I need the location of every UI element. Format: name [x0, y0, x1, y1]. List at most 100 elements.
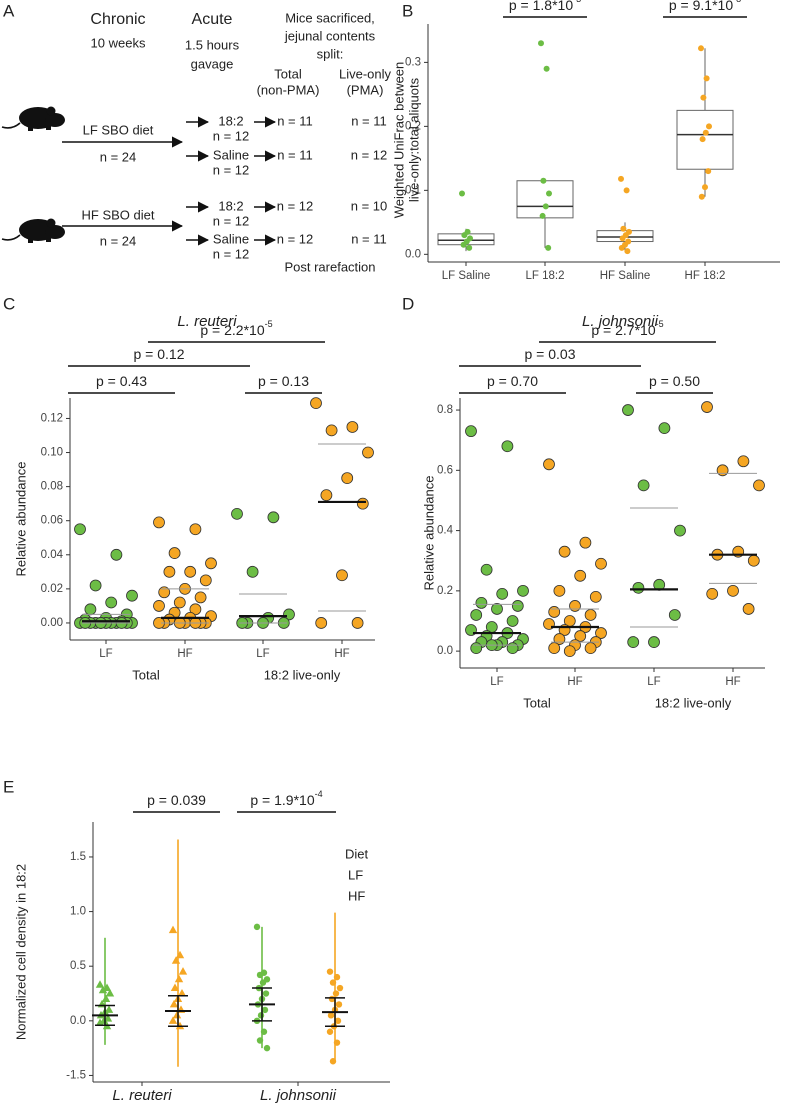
p-value: p = 0.12	[134, 346, 185, 362]
legend-title: Diet	[345, 846, 369, 861]
p-value: p = 0.70	[487, 373, 538, 389]
point	[548, 642, 561, 655]
point	[362, 446, 374, 459]
point	[173, 596, 186, 609]
point	[589, 590, 602, 603]
point	[158, 586, 171, 599]
point	[543, 458, 555, 471]
column-header: Total	[274, 66, 302, 81]
p-value-text: p = 0.43	[96, 373, 147, 389]
point	[334, 1017, 342, 1025]
point	[706, 587, 719, 600]
point	[320, 489, 333, 502]
header-sub: 10 weeks	[91, 35, 146, 50]
point	[189, 523, 202, 536]
y-tick-label: 0.02	[41, 583, 63, 595]
point	[110, 548, 123, 561]
header-sub: gavage	[191, 56, 234, 71]
diet-label: LF SBO diet	[83, 122, 154, 137]
y-tick-label: 0.2	[437, 585, 453, 597]
y-tick-label: 0.06	[41, 515, 63, 527]
y-tick-label: 0.1	[405, 184, 421, 196]
point	[627, 636, 640, 648]
p-value: p = 9.1*10-8	[669, 0, 741, 13]
p-value: p = 0.039	[147, 792, 206, 808]
point	[177, 989, 187, 997]
point	[658, 422, 671, 435]
point	[465, 425, 477, 438]
header: Chronic	[90, 11, 145, 28]
point	[84, 603, 97, 616]
point	[256, 1037, 264, 1044]
point	[178, 967, 188, 975]
live-n: n = 11	[351, 113, 387, 128]
column-header: (non-PMA)	[257, 82, 320, 97]
point	[262, 990, 270, 997]
point	[256, 971, 264, 979]
point	[698, 193, 705, 200]
point	[546, 190, 552, 197]
point	[74, 523, 86, 536]
point	[470, 642, 483, 655]
live-n: n = 11	[351, 231, 387, 246]
point	[703, 75, 710, 82]
y-tick-label: 0.08	[41, 481, 63, 493]
point	[618, 175, 624, 182]
p-value-text: p = 2.7*10	[591, 322, 655, 338]
point	[168, 925, 178, 934]
point	[89, 579, 102, 592]
p-value: p = 0.13	[258, 373, 309, 389]
point	[205, 557, 217, 570]
point	[310, 397, 322, 410]
arm-n: n = 12	[213, 246, 250, 261]
point	[619, 235, 626, 242]
group-label: Total	[523, 695, 551, 710]
point	[336, 569, 348, 582]
point	[356, 497, 369, 510]
point	[267, 511, 280, 524]
point	[517, 584, 529, 597]
header-sub: 1.5 hours	[185, 37, 240, 52]
point	[246, 565, 259, 578]
point	[747, 554, 760, 567]
header-sub: jejunal contents	[284, 28, 376, 43]
p-value-text: p = 0.13	[258, 373, 309, 389]
x-tick-label: LF 18:2	[526, 270, 565, 282]
p-value-text: p = 0.039	[147, 792, 206, 808]
total-n: n = 11	[277, 147, 313, 162]
point	[622, 404, 634, 416]
x-tick-label: LF	[647, 676, 660, 688]
x-tick-label: HF	[725, 676, 740, 688]
point	[261, 1006, 269, 1014]
point	[705, 168, 712, 175]
point	[501, 440, 514, 453]
legend-entry: HF	[348, 888, 365, 903]
group-label: Total	[132, 667, 160, 682]
point	[95, 1018, 105, 1027]
group-label: 18:2 live-only	[655, 695, 732, 710]
point	[168, 547, 181, 559]
point	[327, 1012, 335, 1019]
point	[620, 225, 627, 232]
point	[584, 609, 597, 621]
arm-n: n = 12	[213, 128, 250, 143]
point	[737, 455, 750, 468]
x-tick-label: L. johnsonii	[260, 1087, 337, 1104]
group-n: n = 24	[100, 149, 137, 164]
x-tick-label: LF Saline	[442, 270, 491, 282]
point	[753, 479, 765, 492]
p-value: p = 0.03	[525, 346, 576, 362]
point	[95, 980, 105, 988]
column-header: Live-only	[339, 66, 392, 81]
point	[253, 923, 261, 931]
point	[595, 557, 607, 570]
p-value-text: p = 2.2*10	[200, 322, 264, 338]
x-tick-label: HF	[334, 648, 349, 660]
y-axis-label: Relative abundance	[13, 462, 28, 577]
y-tick-label: 0.00	[41, 617, 63, 629]
point	[702, 129, 709, 136]
y-axis-label: Relative abundance	[421, 476, 436, 591]
point	[548, 606, 561, 618]
point	[170, 983, 180, 992]
point	[716, 464, 729, 477]
